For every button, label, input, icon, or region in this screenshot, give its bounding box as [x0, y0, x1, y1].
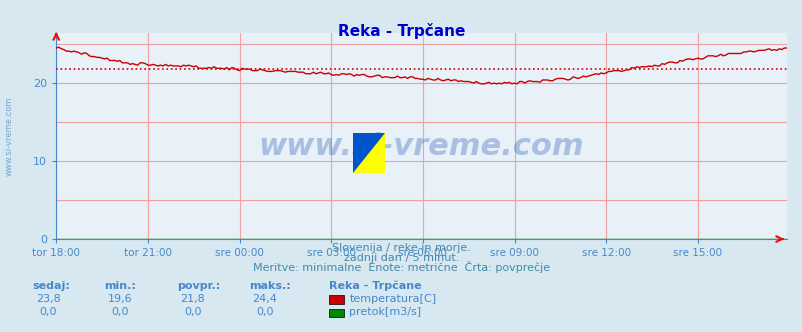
Text: 24,4: 24,4 — [253, 294, 277, 304]
Text: 0,0: 0,0 — [39, 307, 57, 317]
Text: 0,0: 0,0 — [111, 307, 129, 317]
Text: 0,0: 0,0 — [256, 307, 273, 317]
Text: www.si-vreme.com: www.si-vreme.com — [4, 96, 13, 176]
Text: sedaj:: sedaj: — [32, 281, 70, 291]
Polygon shape — [353, 133, 385, 173]
Text: www.si-vreme.com: www.si-vreme.com — [258, 132, 584, 161]
Text: 0,0: 0,0 — [184, 307, 201, 317]
Text: Slovenija / reke in morje.: Slovenija / reke in morje. — [332, 243, 470, 253]
Text: pretok[m3/s]: pretok[m3/s] — [349, 307, 421, 317]
Text: temperatura[C]: temperatura[C] — [349, 294, 435, 304]
Polygon shape — [353, 133, 385, 173]
Text: Meritve: minimalne  Enote: metrične  Črta: povprečje: Meritve: minimalne Enote: metrične Črta:… — [253, 261, 549, 273]
Text: 21,8: 21,8 — [180, 294, 205, 304]
Text: povpr.:: povpr.: — [176, 281, 220, 291]
Text: Reka - Trpčane: Reka - Trpčane — [338, 23, 464, 39]
Text: 19,6: 19,6 — [108, 294, 132, 304]
Text: zadnji dan / 5 minut.: zadnji dan / 5 minut. — [343, 253, 459, 263]
Text: 23,8: 23,8 — [36, 294, 60, 304]
Text: min.:: min.: — [104, 281, 136, 291]
Text: Reka - Trpčane: Reka - Trpčane — [329, 280, 421, 291]
Text: maks.:: maks.: — [249, 281, 290, 291]
